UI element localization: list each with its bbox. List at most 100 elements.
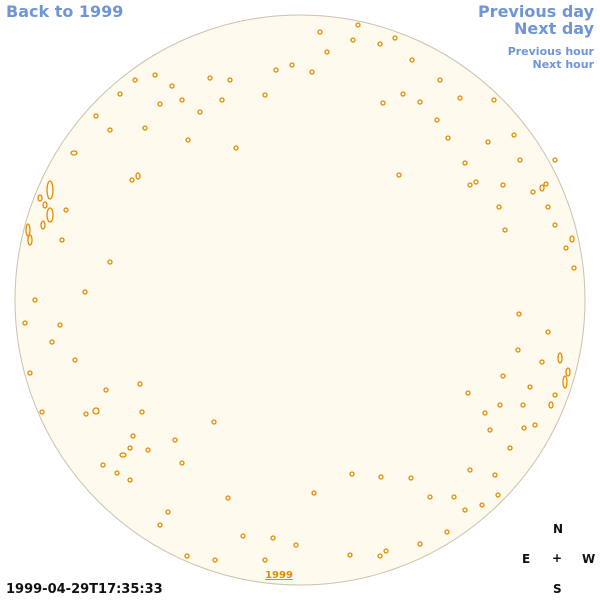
contour-mark bbox=[63, 207, 69, 213]
contour-mark bbox=[517, 157, 523, 163]
contour-mark bbox=[82, 289, 88, 295]
contour-mark bbox=[179, 97, 185, 103]
contour-mark bbox=[495, 492, 501, 498]
contour-mark bbox=[152, 72, 158, 78]
contour-mark bbox=[129, 177, 135, 183]
back-to-year-link[interactable]: Back to 1999 bbox=[6, 2, 124, 21]
contour-mark bbox=[491, 97, 497, 103]
contour-mark bbox=[349, 471, 355, 477]
year-label[interactable]: 1999 bbox=[265, 570, 293, 581]
contour-mark bbox=[527, 384, 533, 390]
contour-mark bbox=[107, 259, 113, 265]
previous-hour-link[interactable]: Previous hour bbox=[507, 45, 594, 58]
contour-mark bbox=[502, 227, 508, 233]
contour-mark bbox=[212, 557, 218, 563]
contour-mark bbox=[557, 352, 563, 364]
compass-south-label: S bbox=[553, 582, 562, 596]
solar-disk bbox=[14, 14, 586, 586]
contour-mark bbox=[233, 145, 239, 151]
contour-mark bbox=[70, 150, 78, 156]
compass-north-label: N bbox=[553, 522, 564, 536]
compass-center-mark: + bbox=[552, 551, 563, 565]
contour-mark bbox=[482, 410, 488, 416]
contour-mark bbox=[500, 373, 506, 379]
contour-mark bbox=[219, 97, 225, 103]
contour-mark bbox=[417, 541, 423, 547]
contour-mark bbox=[46, 180, 54, 200]
contour-mark bbox=[32, 297, 38, 303]
contour-mark bbox=[437, 77, 443, 83]
contour-mark bbox=[59, 237, 65, 243]
contour-mark bbox=[139, 409, 145, 415]
contour-mark bbox=[49, 339, 55, 345]
contour-mark bbox=[42, 201, 48, 209]
contour-mark bbox=[197, 109, 203, 115]
contour-mark bbox=[462, 507, 468, 513]
contour-mark bbox=[293, 542, 299, 548]
contour-mark bbox=[289, 62, 295, 68]
contour-mark bbox=[530, 189, 536, 195]
contour-mark bbox=[492, 472, 498, 478]
contour-mark bbox=[552, 392, 558, 398]
contour-mark bbox=[169, 83, 175, 89]
contour-mark bbox=[396, 172, 402, 178]
contour-mark bbox=[400, 91, 406, 97]
contour-mark bbox=[383, 548, 389, 554]
contour-mark bbox=[324, 49, 330, 55]
contour-mark bbox=[487, 427, 493, 433]
contour-mark bbox=[355, 22, 361, 28]
contour-mark bbox=[309, 69, 315, 75]
contour-mark bbox=[427, 494, 433, 500]
contour-mark bbox=[207, 75, 213, 81]
contour-mark bbox=[552, 157, 558, 163]
contour-mark bbox=[39, 409, 45, 415]
contour-mark bbox=[114, 470, 120, 476]
contour-mark bbox=[571, 265, 577, 271]
contour-mark bbox=[507, 445, 513, 451]
contour-mark bbox=[548, 401, 554, 409]
contour-mark bbox=[311, 490, 317, 496]
contour-mark bbox=[562, 375, 568, 389]
contour-mark bbox=[479, 502, 485, 508]
compass-east-label: E bbox=[522, 552, 531, 566]
next-hour-link[interactable]: Next hour bbox=[532, 58, 595, 71]
contour-mark bbox=[262, 557, 268, 563]
contour-mark bbox=[350, 37, 356, 43]
contour-mark bbox=[172, 437, 178, 443]
contour-mark bbox=[211, 419, 217, 425]
observation-timestamp: 1999-04-29T17:35:33 bbox=[6, 582, 163, 597]
contour-mark bbox=[521, 425, 527, 431]
contour-mark bbox=[497, 402, 503, 408]
contour-mark bbox=[262, 92, 268, 98]
year-link[interactable]: 1999 bbox=[265, 570, 293, 581]
contour-mark bbox=[532, 422, 538, 428]
contour-mark bbox=[515, 347, 521, 353]
contour-mark bbox=[565, 367, 571, 377]
contour-mark bbox=[347, 552, 353, 558]
contour-mark bbox=[227, 77, 233, 83]
contour-mark bbox=[569, 235, 575, 243]
contour-mark bbox=[270, 535, 276, 541]
contour-mark bbox=[132, 77, 138, 83]
contour-mark bbox=[392, 35, 398, 41]
previous-day-link[interactable]: Previous day bbox=[477, 2, 594, 21]
contour-mark bbox=[157, 522, 163, 528]
contour-mark bbox=[545, 329, 551, 335]
contour-mark bbox=[27, 234, 33, 246]
contour-mark bbox=[545, 204, 551, 210]
contour-mark bbox=[145, 447, 151, 453]
contour-mark bbox=[130, 433, 136, 439]
contour-mark bbox=[409, 57, 415, 63]
contour-mark bbox=[516, 311, 522, 317]
contour-mark bbox=[520, 402, 526, 408]
contour-mark bbox=[225, 495, 231, 501]
contour-mark bbox=[40, 220, 46, 230]
contour-mark bbox=[543, 181, 549, 187]
contour-mark bbox=[93, 113, 99, 119]
contour-mark bbox=[485, 139, 491, 145]
contour-mark bbox=[457, 95, 463, 101]
next-day-link[interactable]: Next day bbox=[514, 19, 594, 38]
contour-mark bbox=[434, 117, 440, 123]
contour-mark bbox=[137, 381, 143, 387]
